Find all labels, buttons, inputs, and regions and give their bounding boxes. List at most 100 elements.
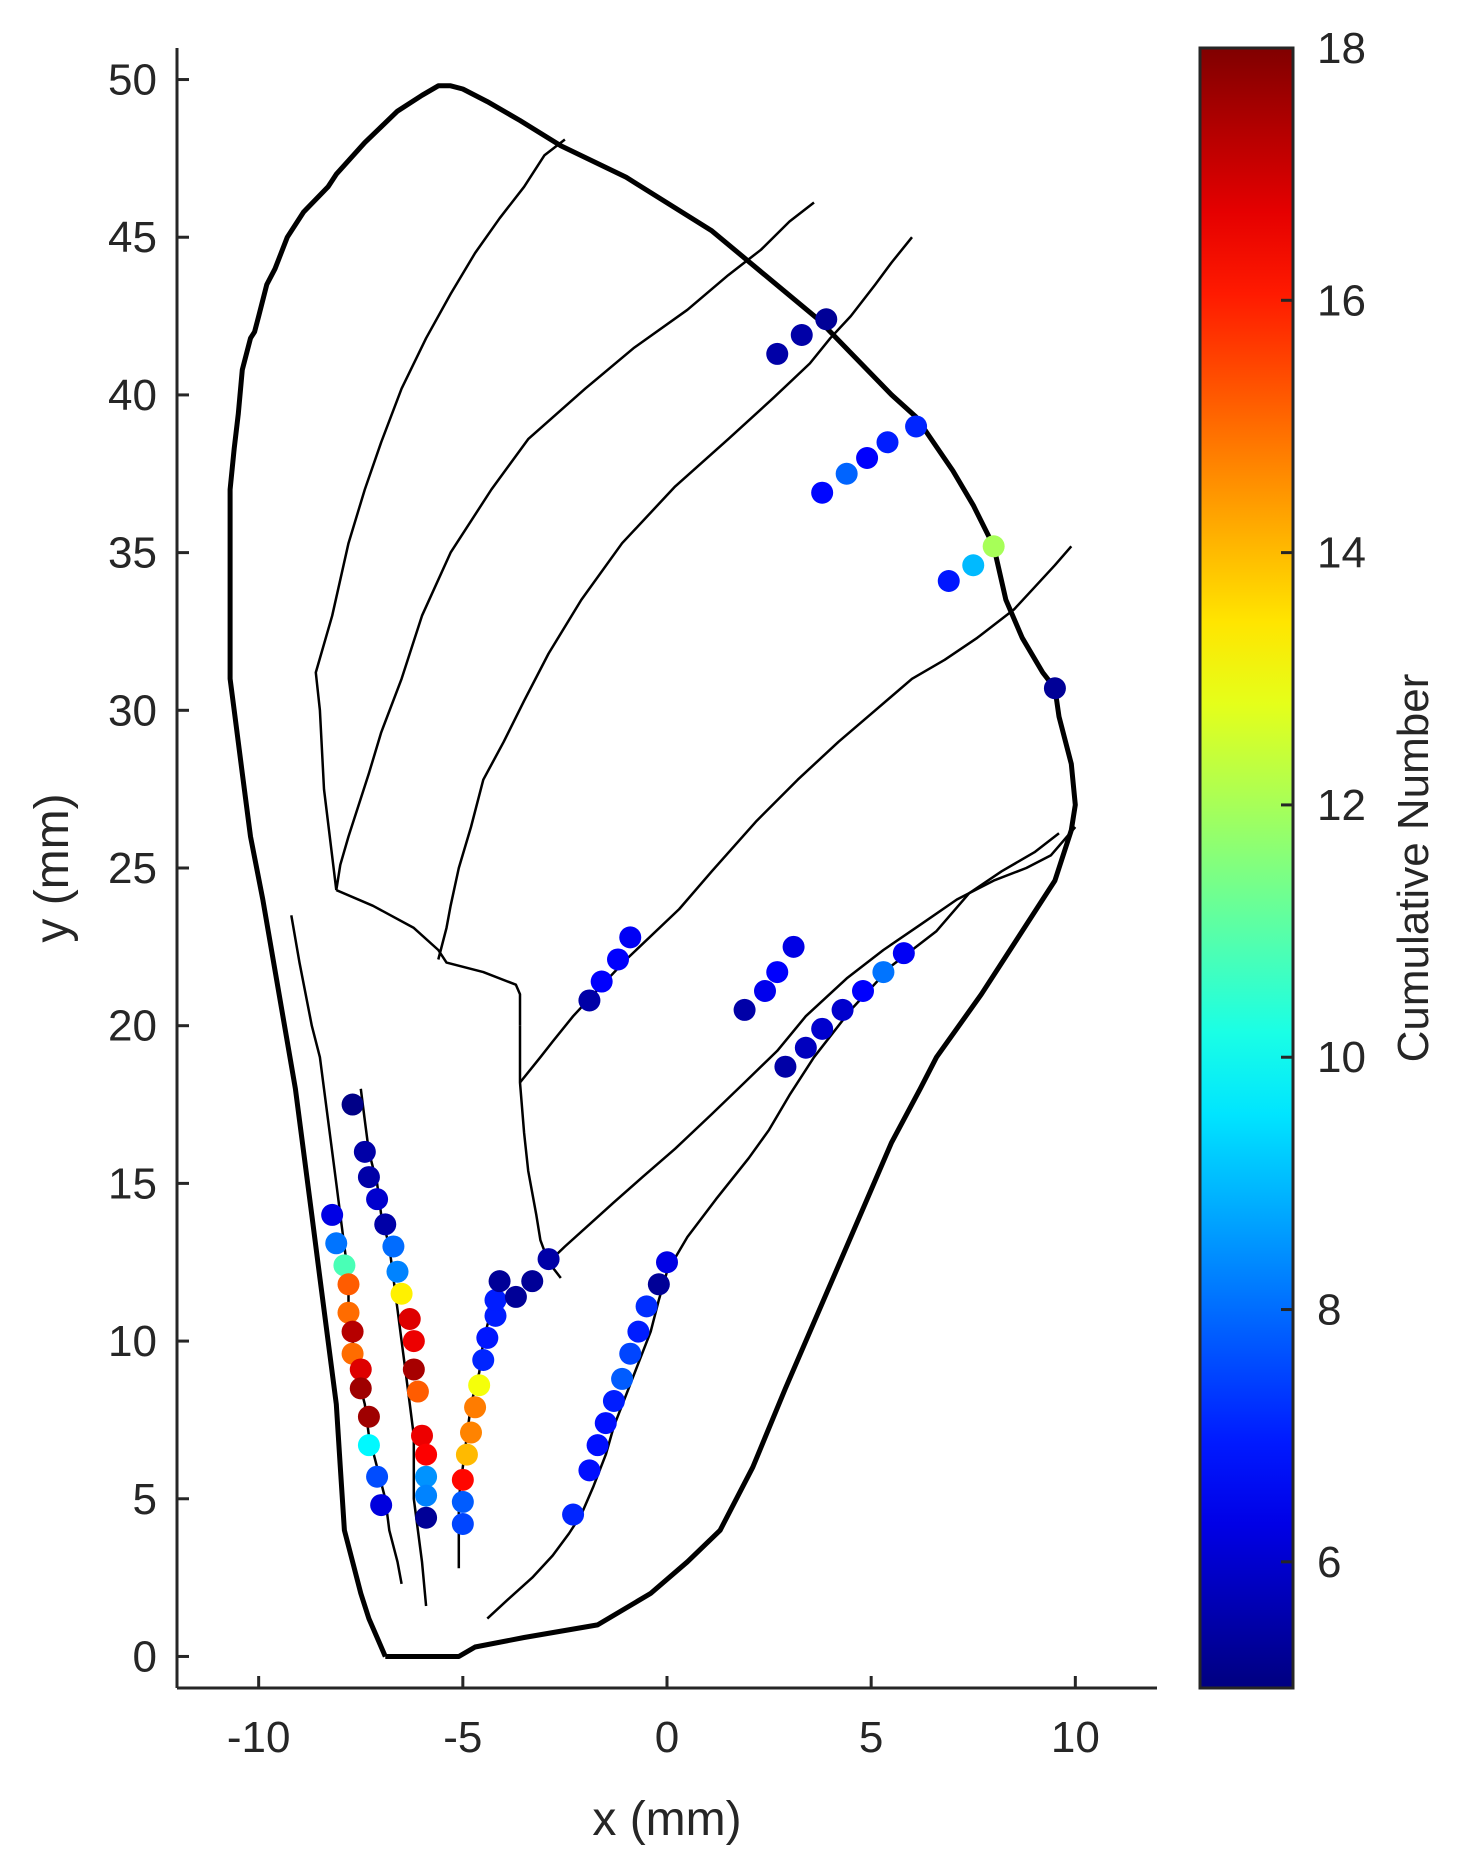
data-point — [415, 1465, 438, 1488]
data-point — [578, 989, 601, 1012]
data-point — [484, 1304, 507, 1327]
y-tick-label: 15 — [108, 1159, 157, 1208]
data-point — [504, 1285, 527, 1308]
axes: -10 -5 0 5 10 0 5 10 15 20 25 30 35 40 45 50 — [108, 48, 1157, 1762]
data-point — [619, 926, 642, 949]
data-point — [468, 1374, 491, 1397]
data-point — [398, 1308, 421, 1330]
data-point — [782, 935, 805, 958]
colorbar-tick-label: 6 — [1317, 1538, 1341, 1587]
x-tick-label: -5 — [443, 1713, 482, 1762]
inner-curve — [335, 201, 815, 891]
data-point — [455, 1443, 478, 1466]
data-point — [325, 1232, 348, 1255]
data-point — [488, 1270, 511, 1293]
y-tick-label: 25 — [108, 844, 157, 893]
data-point — [333, 1254, 356, 1277]
data-point — [586, 1434, 609, 1457]
data-point — [370, 1494, 393, 1517]
data-point — [411, 1424, 433, 1447]
data-point — [562, 1503, 585, 1526]
data-point — [602, 1390, 625, 1412]
colorbar-tick-label: 10 — [1317, 1033, 1366, 1082]
y-tick-label: 50 — [108, 56, 157, 105]
y-tick-label: 45 — [108, 213, 157, 262]
data-point — [374, 1213, 397, 1236]
x-axis-label: x (mm) — [592, 1793, 741, 1846]
y-axis-label: y (mm) — [26, 793, 79, 942]
x-ticks: -10 -5 0 5 10 — [227, 1676, 1100, 1762]
colorbar-tick-label: 18 — [1317, 24, 1366, 73]
data-point — [353, 1140, 376, 1163]
data-point — [852, 980, 874, 1002]
data-point — [415, 1484, 438, 1507]
inner-curve — [335, 888, 522, 1026]
data-point — [337, 1301, 360, 1324]
data-point — [390, 1282, 413, 1305]
data-point — [647, 1273, 670, 1296]
data-point — [835, 462, 858, 485]
y-ticks: 0 5 10 15 20 25 30 35 40 45 50 — [108, 56, 189, 1681]
data-point — [766, 342, 789, 365]
data-point — [382, 1235, 405, 1258]
inner-curve — [518, 1025, 562, 1279]
data-point — [1043, 677, 1066, 700]
inner-curve — [486, 832, 1060, 1620]
leaf-outline — [227, 83, 1078, 1659]
data-point — [451, 1513, 474, 1535]
data-point — [733, 998, 756, 1021]
x-tick-label: 5 — [859, 1713, 883, 1762]
colorbar: 6 8 10 12 14 16 18 Cumulative Number — [1198, 24, 1438, 1690]
data-point — [619, 1342, 642, 1365]
data-point — [937, 570, 960, 592]
colorbar-ticks: 6 8 10 12 14 16 18 — [1281, 24, 1366, 1587]
data-point — [349, 1358, 372, 1381]
data-point — [366, 1188, 389, 1211]
data-point — [341, 1093, 364, 1116]
data-point — [892, 942, 915, 965]
data-point — [754, 980, 776, 1002]
data-point — [811, 481, 834, 504]
data-point — [635, 1295, 658, 1318]
data-point — [537, 1248, 560, 1271]
y-tick-label: 0 — [133, 1632, 157, 1681]
data-point — [594, 1412, 617, 1435]
data-point — [774, 1055, 797, 1078]
data-point — [460, 1421, 482, 1444]
data-point — [962, 554, 985, 577]
y-tick-label: 5 — [133, 1475, 157, 1524]
data-point — [349, 1377, 372, 1400]
colorbar-label: Cumulative Number — [1389, 674, 1438, 1063]
colorbar-tick-label: 8 — [1317, 1286, 1341, 1335]
x-tick-label: -10 — [227, 1713, 291, 1762]
x-tick-label: 0 — [655, 1713, 679, 1762]
data-point — [656, 1251, 678, 1274]
inner-curve — [547, 826, 1077, 1264]
data-point — [590, 970, 613, 993]
data-point — [611, 1367, 634, 1390]
y-tick-label: 10 — [108, 1317, 157, 1366]
y-tick-label: 35 — [108, 529, 157, 578]
inner-curve — [437, 236, 913, 960]
data-point — [366, 1465, 389, 1488]
data-point — [402, 1358, 425, 1381]
data-point — [451, 1468, 474, 1491]
data-point — [321, 1203, 344, 1226]
data-point — [451, 1490, 474, 1513]
data-point — [766, 961, 789, 984]
y-tick-label: 20 — [108, 1002, 157, 1051]
data-point — [386, 1260, 409, 1283]
data-point — [402, 1330, 425, 1353]
colorbar-gradient — [1198, 46, 1295, 1690]
data-point — [357, 1434, 380, 1457]
data-point — [794, 1036, 817, 1059]
data-point — [607, 948, 629, 971]
data-point — [472, 1349, 495, 1371]
data-point — [415, 1506, 438, 1529]
colorbar-tick-label: 12 — [1317, 781, 1366, 830]
inner-curve — [519, 545, 1073, 1084]
y-tick-label: 30 — [108, 686, 157, 735]
data-point — [872, 961, 895, 984]
data-point — [811, 1017, 834, 1040]
